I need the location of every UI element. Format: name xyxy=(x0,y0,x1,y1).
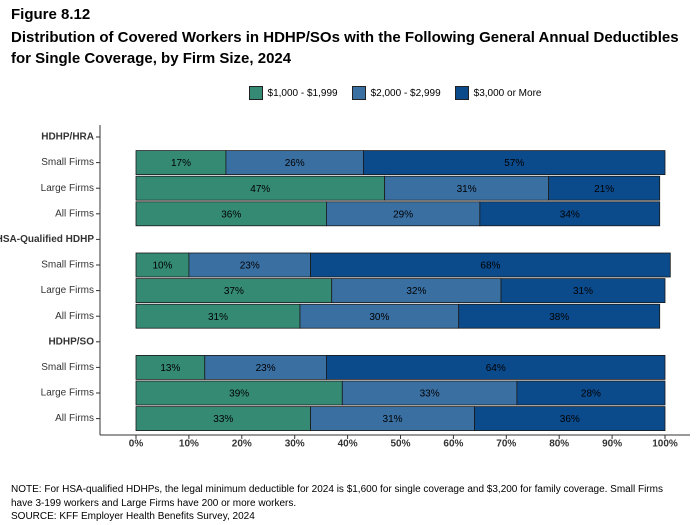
bar-segment xyxy=(310,252,671,278)
x-tick-label: 30% xyxy=(285,439,305,450)
y-tick-label: Small Firms xyxy=(41,260,94,271)
legend-item: $3,000 or More xyxy=(454,86,542,100)
value-label: 36% xyxy=(560,414,580,425)
value-label: 33% xyxy=(213,414,233,425)
x-tick-label: 90% xyxy=(602,439,622,450)
bar-segment xyxy=(458,303,661,329)
legend-swatch xyxy=(248,86,263,100)
bar-segment xyxy=(225,150,364,176)
x-tick-label: 70% xyxy=(496,439,516,450)
y-tick-label: Large Firms xyxy=(41,388,94,399)
value-label: 57% xyxy=(504,158,524,169)
bar-segment xyxy=(326,354,666,380)
value-label: 31% xyxy=(573,286,593,297)
value-label: 32% xyxy=(406,286,426,297)
bar-segment xyxy=(341,380,518,406)
y-tick-label: Small Firms xyxy=(41,157,94,168)
bar-segment xyxy=(326,201,481,227)
value-label: 47% xyxy=(250,184,270,195)
value-label: 29% xyxy=(393,209,413,220)
bar-segment xyxy=(135,150,227,176)
figure-label: Figure 8.12 xyxy=(11,6,91,23)
value-label: 26% xyxy=(285,158,305,169)
bar-segment xyxy=(363,150,666,176)
note: NOTE: For HSA-qualified HDHPs, the legal… xyxy=(11,484,663,509)
bar-segment xyxy=(500,278,666,304)
group-label: HDHP/HRA xyxy=(41,132,94,143)
bar-segment xyxy=(135,354,206,380)
x-tick-label: 20% xyxy=(232,439,252,450)
x-tick-label: 0% xyxy=(129,439,144,450)
y-tick-label: All Firms xyxy=(55,208,94,219)
legend-label: $3,000 or More xyxy=(473,87,542,99)
x-tick-label: 60% xyxy=(443,439,463,450)
value-label: 31% xyxy=(457,184,477,195)
legend-label: $1,000 - $1,999 xyxy=(267,87,338,99)
legend-item: $2,000 - $2,999 xyxy=(351,86,441,100)
value-label: 31% xyxy=(208,312,228,323)
bar-segment xyxy=(299,303,460,329)
bar-segment xyxy=(135,175,386,201)
value-label: 23% xyxy=(256,363,276,374)
chart-title: Distribution of Covered Workers in HDHP/… xyxy=(11,29,679,67)
value-label: 37% xyxy=(224,286,244,297)
value-label: 33% xyxy=(420,389,440,400)
bar-segment xyxy=(135,278,333,304)
value-label: 21% xyxy=(594,184,614,195)
header: Figure 8.12 Distribution of Covered Work… xyxy=(11,6,683,69)
value-label: 30% xyxy=(369,312,389,323)
value-label: 23% xyxy=(240,261,260,272)
value-label: 31% xyxy=(383,414,403,425)
bar-segment xyxy=(135,252,190,278)
x-tick-label: 100% xyxy=(652,439,678,450)
source: SOURCE: KFF Employer Health Benefits Sur… xyxy=(11,511,255,522)
group-label: HDHP/SO xyxy=(48,336,94,347)
value-label: 38% xyxy=(549,312,569,323)
bar-segment xyxy=(474,406,666,432)
value-label: 13% xyxy=(160,363,180,374)
y-tick-label: Large Firms xyxy=(41,285,94,296)
bar-segment xyxy=(516,380,666,406)
footnote: NOTE: For HSA-qualified HDHPs, the legal… xyxy=(11,483,671,524)
bar-segment xyxy=(188,252,311,278)
x-tick-label: 80% xyxy=(549,439,569,450)
legend-item: $1,000 - $1,999 xyxy=(248,86,338,100)
value-label: 34% xyxy=(560,209,580,220)
y-tick-label: All Firms xyxy=(55,413,94,424)
x-tick-label: 40% xyxy=(338,439,358,450)
x-tick-label: 10% xyxy=(179,439,199,450)
value-label: 17% xyxy=(171,158,191,169)
y-tick-label: All Firms xyxy=(55,311,94,322)
value-label: 28% xyxy=(581,389,601,400)
bar-segment xyxy=(479,201,661,227)
y-tick-label: Large Firms xyxy=(41,183,94,194)
value-label: 39% xyxy=(229,389,249,400)
group-label: HSA-Qualified HDHP xyxy=(0,234,94,245)
bar-segment xyxy=(331,278,502,304)
legend-swatch xyxy=(454,86,469,100)
y-tick-label: Small Firms xyxy=(41,362,94,373)
legend-swatch xyxy=(351,86,366,100)
value-label: 36% xyxy=(221,209,241,220)
value-label: 68% xyxy=(480,261,500,272)
bar-segment xyxy=(548,175,661,201)
value-label: 10% xyxy=(152,261,172,272)
value-label: 64% xyxy=(486,363,506,374)
legend-label: $2,000 - $2,999 xyxy=(370,87,441,99)
bar-segment xyxy=(310,406,475,432)
x-tick-label: 50% xyxy=(390,439,410,450)
legend: $1,000 - $1,999 $2,000 - $2,999 $3,000 or … xyxy=(100,86,690,100)
bar-segment xyxy=(135,201,327,227)
